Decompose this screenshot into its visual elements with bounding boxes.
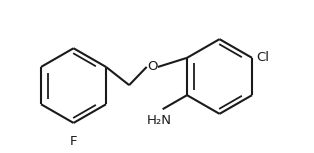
Text: Cl: Cl bbox=[256, 51, 269, 64]
Text: F: F bbox=[70, 135, 77, 148]
Text: H₂N: H₂N bbox=[147, 114, 172, 127]
Text: O: O bbox=[147, 60, 158, 73]
